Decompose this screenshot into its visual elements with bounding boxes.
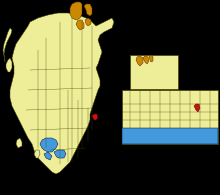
Polygon shape bbox=[136, 56, 143, 66]
Polygon shape bbox=[70, 2, 82, 20]
Polygon shape bbox=[44, 152, 52, 160]
Polygon shape bbox=[122, 128, 218, 144]
Polygon shape bbox=[10, 13, 114, 174]
Polygon shape bbox=[16, 138, 22, 148]
Polygon shape bbox=[3, 28, 12, 62]
Polygon shape bbox=[54, 150, 66, 158]
Polygon shape bbox=[40, 138, 58, 152]
Polygon shape bbox=[85, 18, 91, 26]
Bar bbox=[130, 55, 178, 89]
Polygon shape bbox=[92, 114, 98, 120]
Polygon shape bbox=[84, 4, 92, 16]
Polygon shape bbox=[149, 55, 153, 62]
Polygon shape bbox=[76, 20, 84, 30]
Polygon shape bbox=[194, 104, 200, 112]
Polygon shape bbox=[6, 58, 12, 72]
Polygon shape bbox=[143, 56, 149, 64]
Bar bbox=[122, 90, 218, 144]
Polygon shape bbox=[34, 150, 40, 158]
